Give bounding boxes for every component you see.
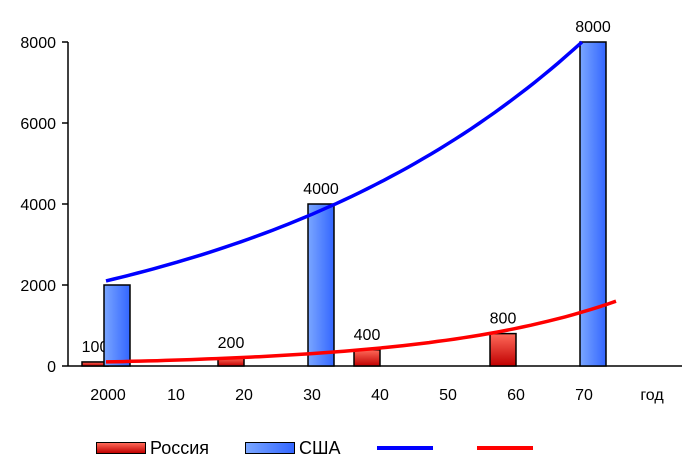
data-label: 4000 (303, 181, 339, 198)
data-label: 400 (354, 327, 381, 344)
legend-item-usa: США (245, 438, 341, 459)
legend-label-russia: Россия (150, 437, 210, 458)
x-tick-label: 2000 (90, 387, 126, 404)
y-tick-label: 8000 (20, 35, 56, 52)
x-tick-label: год (640, 387, 664, 404)
legend-swatch-russia (96, 442, 146, 454)
x-tick-label: 10 (167, 387, 185, 404)
x-tick-label: 50 (439, 387, 457, 404)
x-tick-label: 70 (575, 387, 593, 404)
data-label: 200 (218, 335, 245, 352)
x-tick-label: 20 (235, 387, 253, 404)
trendline-russia (105, 299, 617, 364)
y-tick-label: 2000 (20, 278, 56, 295)
bar-usa (579, 41, 607, 367)
bar-russia (353, 349, 381, 367)
trendline-usa (105, 40, 584, 283)
data-label: 100 (82, 339, 109, 356)
data-label: 8000 (575, 19, 611, 36)
legend-line-usa-trend (376, 446, 433, 450)
legend: Россия США (96, 436, 533, 460)
bar-usa (103, 284, 131, 367)
legend-label-usa: США (299, 437, 341, 458)
x-tick-label: 30 (303, 387, 321, 404)
y-tick-label: 6000 (20, 116, 56, 133)
x-tick-label: 40 (371, 387, 389, 404)
chart: 0 2000 4000 6000 8000 2000 10 20 30 40 50 60 70 год 10… (20, 19, 682, 404)
legend-swatch-usa (245, 442, 296, 454)
legend-line-russia-trend (476, 446, 533, 450)
y-tick-label: 4000 (20, 197, 56, 214)
bar-usa (307, 203, 335, 367)
data-label: 800 (490, 311, 517, 328)
legend-item-russia: Россия (96, 438, 209, 459)
x-tick-label: 60 (507, 387, 525, 404)
bar-russia (489, 332, 517, 367)
y-tick-label: 0 (47, 359, 56, 376)
